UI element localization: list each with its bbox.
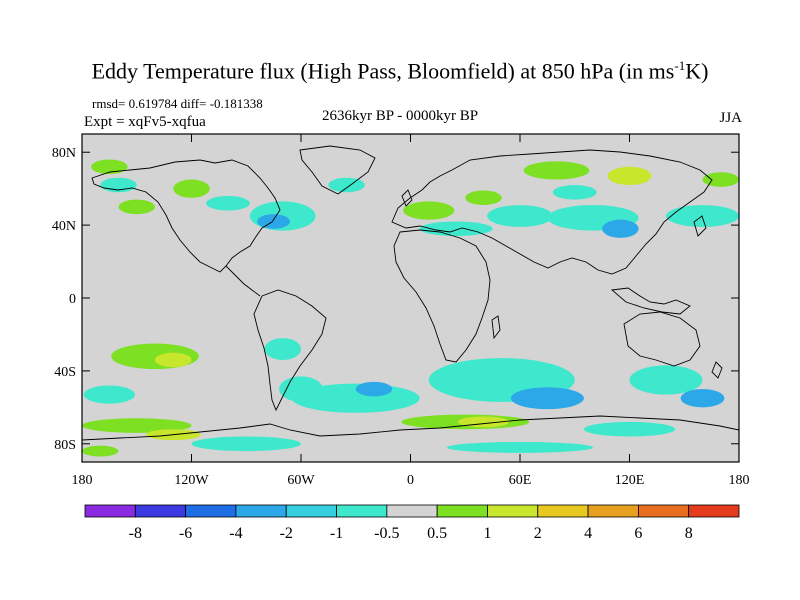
colorbar-label: 2	[534, 525, 542, 542]
colorbar-swatch	[587, 504, 639, 518]
field-anomaly-patch	[82, 445, 119, 457]
colorbar-label: -2	[280, 525, 293, 542]
coastline-central-america	[225, 265, 261, 297]
field-anomaly-patch	[419, 221, 493, 237]
coastline-madagascar	[491, 315, 501, 340]
map-title: Eddy Temperature flux (High Pass, Bloomf…	[91, 58, 709, 84]
field-anomaly-patch	[666, 205, 739, 227]
field-anomaly-patch	[629, 365, 703, 395]
lon-tick-label: 0	[407, 473, 414, 488]
lat-tick-label: 80S	[54, 438, 76, 453]
colorbar-label: -1	[330, 525, 343, 542]
field-anomaly-patch	[291, 383, 420, 413]
colorbar-swatch	[134, 504, 187, 518]
field-anomaly-patch	[447, 441, 593, 453]
coastline-eurasia	[391, 149, 713, 275]
colorbar-label: -4	[229, 525, 242, 542]
colorbar-swatch	[487, 504, 539, 518]
lat-tick-label: 40N	[52, 219, 76, 234]
colorbar-label: 6	[634, 525, 642, 542]
lat-tick-label: 0	[69, 292, 76, 307]
field-anomaly-patch	[173, 179, 210, 198]
field-anomaly-patch	[487, 205, 553, 227]
colorbar-label: 4	[584, 525, 592, 542]
lon-tick-label: 60W	[287, 473, 315, 488]
lon-tick-label: 180	[72, 473, 93, 488]
colorbar-label: 1	[483, 525, 491, 542]
colorbar-swatch	[436, 504, 488, 518]
field-layer	[82, 159, 739, 457]
colorbar-swatch	[386, 504, 438, 518]
period-label: 2636kyr BP - 0000kyr BP	[322, 108, 479, 124]
coastline-australia	[623, 311, 701, 367]
stats-label: rmsd= 0.619784 diff= -0.181338	[92, 96, 263, 111]
field-anomaly-patch	[702, 172, 739, 187]
colorbar-swatch	[185, 504, 237, 518]
colorbar-swatch	[537, 504, 589, 518]
field-anomaly-patch	[680, 389, 725, 408]
field-anomaly-patch	[91, 159, 128, 175]
field-anomaly-patch	[355, 381, 393, 397]
colorbar-swatch	[235, 504, 287, 518]
lon-tick-label: 120E	[615, 473, 645, 488]
coastline-uk	[401, 189, 413, 207]
field-anomaly-patch	[552, 185, 597, 200]
experiment-label: Expt = xqFv5-xqfua	[84, 114, 206, 130]
colorbar-swatch	[336, 504, 388, 518]
colorbar-label: -8	[129, 525, 142, 542]
field-anomaly-patch	[206, 195, 250, 211]
field-anomaly-patch	[523, 161, 590, 180]
field-anomaly-patch	[83, 385, 135, 404]
colorbar-swatch	[285, 504, 337, 518]
colorbar-label: -0.5	[374, 525, 399, 542]
coastline-new-zealand	[711, 361, 723, 379]
colorbar-label: -6	[179, 525, 192, 542]
coastline-africa	[393, 229, 491, 363]
colorbar-swatch	[637, 504, 690, 518]
field-anomaly-patch	[264, 338, 301, 360]
coastline-south-america	[253, 289, 327, 412]
lon-tick-label: 60E	[509, 473, 532, 488]
coastline-se-asia-islands	[610, 287, 691, 315]
colorbar-label: 0.5	[427, 525, 447, 542]
field-anomaly-patch	[607, 166, 652, 186]
coastline-antarctica	[82, 415, 739, 441]
coastline-japan	[693, 215, 707, 237]
colorbar-swatch	[84, 504, 136, 518]
lon-tick-label: 120W	[174, 473, 209, 488]
lat-tick-label: 80N	[52, 146, 76, 161]
field-anomaly-patch	[328, 177, 365, 193]
lat-tick-label: 40S	[54, 365, 76, 380]
coastline-layer	[82, 145, 739, 441]
field-anomaly-patch	[257, 214, 291, 229]
field-anomaly-patch	[118, 199, 155, 215]
coastline-greenland	[299, 145, 376, 195]
field-anomaly-patch	[465, 190, 502, 206]
field-anomaly-patch	[403, 201, 455, 220]
field-anomaly-patch	[82, 418, 192, 433]
field-anomaly-patch	[602, 219, 639, 238]
colorbar: -8 -6 -4 -2 -1 -0.5 0.5 1 2 4 6 8	[84, 504, 740, 542]
field-anomaly-patch	[583, 421, 676, 437]
colorbar-swatch	[688, 504, 740, 518]
field-anomaly-patch	[510, 387, 584, 410]
season-label: JJA	[719, 110, 742, 126]
coastline-north-america	[91, 159, 281, 273]
field-anomaly-patch	[191, 436, 301, 452]
lon-tick-label: 180	[729, 473, 750, 488]
axis-ticks: 180 120W 60W 0 60E 120E 180 80N 40N 0 40S 80S	[52, 134, 750, 488]
field-anomaly-patch	[155, 352, 192, 368]
colorbar-label: 8	[685, 525, 693, 542]
